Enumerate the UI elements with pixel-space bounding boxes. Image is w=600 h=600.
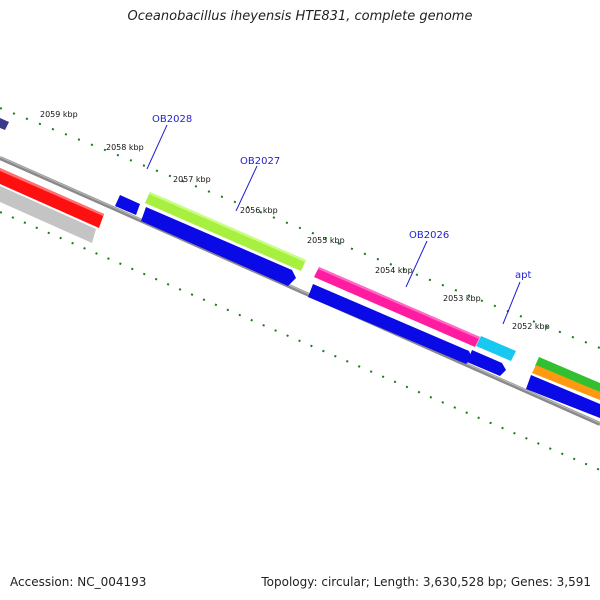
- gene-orange: [532, 365, 600, 400]
- accession-text: Accession: NC_004193: [10, 575, 147, 589]
- tick-label-2052: 2052 kbp: [512, 322, 550, 331]
- inner-tick-marks: [0, 211, 600, 471]
- gene-green: [535, 357, 600, 392]
- gene-navy-fragment: [0, 118, 9, 130]
- gene-label-leaders: [146, 124, 521, 325]
- gene-grey: [0, 186, 96, 243]
- tick-label-2058: 2058 kbp: [106, 143, 144, 152]
- tick-label-2055: 2055 kbp: [307, 236, 345, 245]
- gene-blue-right: [526, 375, 600, 418]
- reverse-strand-genes: [115, 195, 600, 418]
- gene-red: [0, 168, 104, 228]
- gene-label-ob2028: OB2028: [152, 114, 192, 125]
- gene-label-apt: apt: [515, 270, 531, 281]
- tick-label-2056: 2056 kbp: [240, 206, 278, 215]
- tick-label-2057: 2057 kbp: [173, 175, 211, 184]
- left-genes: [0, 168, 104, 243]
- genome-backbone: [0, 156, 600, 426]
- topology-text: Topology: circular; Length: 3,630,528 bp…: [261, 575, 591, 589]
- gene-blue-small-1: [115, 195, 140, 215]
- gene-label-ob2026: OB2026: [409, 230, 449, 241]
- gene-blue-long: [308, 284, 472, 364]
- forward-strand-genes: [0, 118, 600, 400]
- page-title: Oceanobacillus iheyensis HTE831, complet…: [127, 9, 473, 24]
- gene-ob2026: [314, 267, 480, 347]
- tick-label-2054: 2054 kbp: [375, 266, 413, 275]
- gene-apt: [476, 336, 516, 361]
- gene-labels: OB2028 OB2027 OB2026 apt: [152, 114, 531, 281]
- kbp-labels: 2059 kbp 2058 kbp 2057 kbp 2056 kbp 2055…: [40, 110, 550, 331]
- gene-ob2028: [145, 192, 306, 271]
- gene-label-ob2027: OB2027: [240, 156, 280, 167]
- tick-label-2053: 2053 kbp: [443, 294, 481, 303]
- gene-blue-small-2: [467, 350, 506, 376]
- tick-label-2059: 2059 kbp: [40, 110, 78, 119]
- outer-tick-marks: [0, 107, 600, 349]
- gene-ob2027: [141, 207, 296, 286]
